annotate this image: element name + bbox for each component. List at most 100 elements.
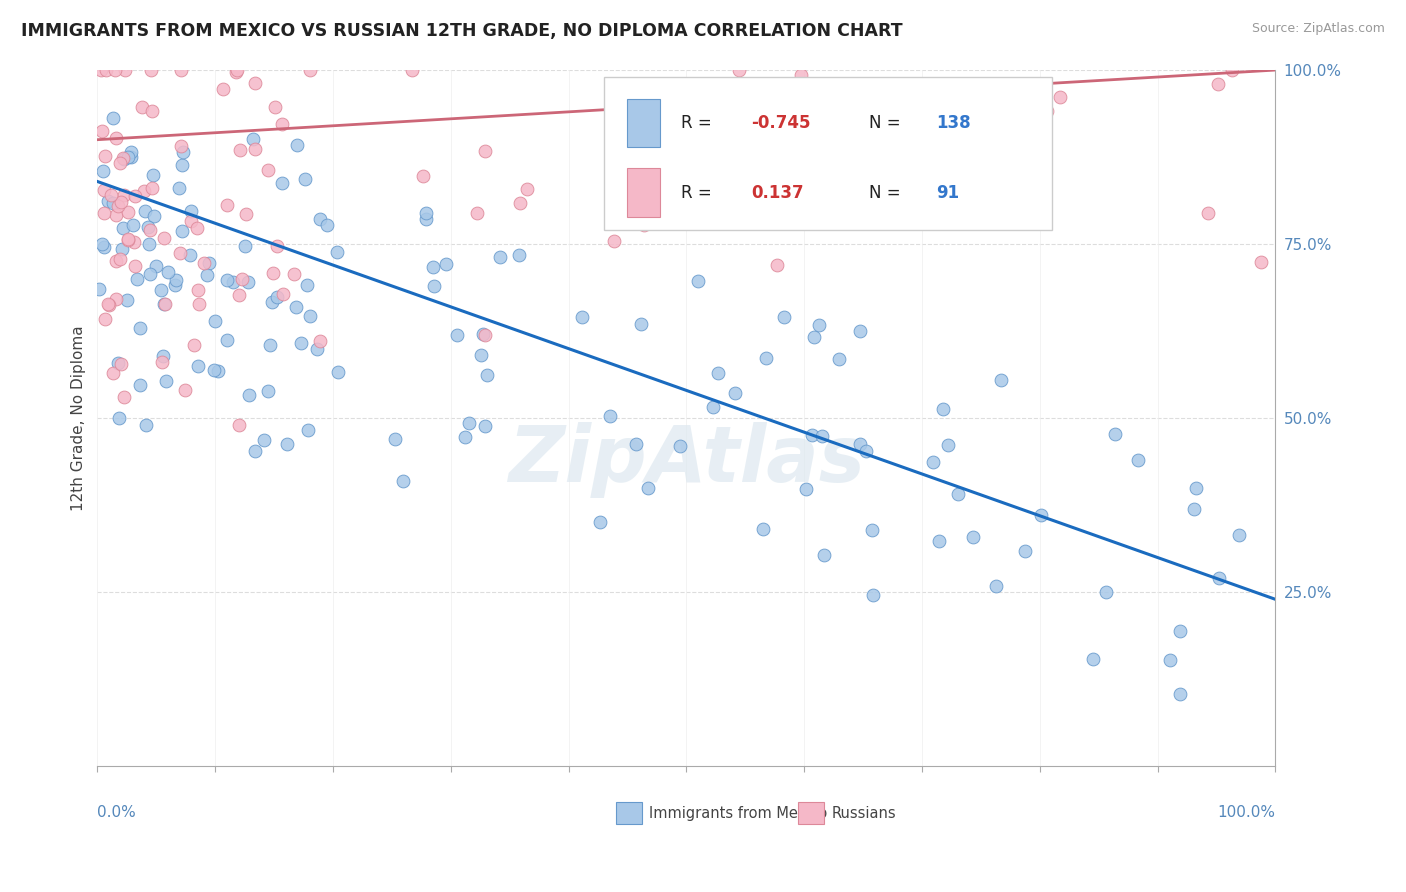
Point [114, 63, 136, 78]
Point [117, 150, 139, 164]
Point [1208, 571, 1230, 585]
Text: 138: 138 [936, 114, 970, 132]
Point [235, 239, 257, 253]
Point [1197, 206, 1219, 220]
Point [93, 149, 115, 163]
Point [117, 232, 139, 246]
Point [112, 221, 135, 235]
Point [1095, 585, 1118, 599]
Text: Russians: Russians [831, 805, 896, 821]
Point [225, 65, 247, 79]
Point [636, 190, 658, 204]
Point [453, 429, 475, 443]
Point [316, 218, 339, 232]
Point [117, 234, 139, 248]
Point [773, 310, 796, 325]
Point [257, 384, 280, 398]
Point [228, 288, 250, 302]
Point [1128, 453, 1150, 467]
Point [1220, 63, 1243, 78]
Point [766, 258, 789, 272]
Point [260, 295, 283, 310]
Point [242, 132, 264, 146]
Point [187, 359, 209, 373]
Point [226, 63, 249, 78]
Point [702, 401, 724, 415]
Point [928, 533, 950, 548]
Point [145, 259, 167, 273]
Point [794, 482, 817, 496]
Point [307, 342, 329, 356]
Point [299, 309, 322, 323]
Point [152, 349, 174, 363]
Point [141, 103, 163, 118]
Point [173, 383, 195, 397]
Point [231, 272, 253, 286]
Point [170, 224, 193, 238]
Point [172, 158, 194, 172]
Point [180, 204, 202, 219]
Point [169, 246, 191, 260]
Point [238, 388, 260, 402]
Point [800, 428, 823, 442]
Point [270, 176, 292, 190]
Point [105, 131, 128, 145]
Point [131, 100, 153, 114]
Point [1250, 254, 1272, 268]
Point [134, 184, 156, 198]
Point [401, 63, 423, 78]
Point [633, 219, 655, 233]
Point [990, 373, 1012, 387]
Point [179, 214, 201, 228]
Point [516, 182, 538, 196]
Point [222, 275, 245, 289]
Point [187, 284, 209, 298]
Text: N =: N = [869, 114, 905, 132]
Point [238, 275, 260, 289]
Point [259, 337, 281, 351]
Point [124, 188, 146, 202]
Point [465, 206, 488, 220]
Point [105, 292, 128, 306]
Point [855, 443, 877, 458]
Point [266, 290, 288, 304]
Point [752, 522, 775, 536]
Point [270, 116, 292, 130]
Point [141, 181, 163, 195]
Text: N =: N = [869, 184, 905, 202]
Point [215, 198, 238, 212]
Point [599, 409, 621, 423]
Point [295, 278, 318, 293]
Point [217, 273, 239, 287]
Point [195, 268, 218, 282]
Point [284, 301, 307, 315]
Text: R =: R = [681, 114, 717, 132]
Point [135, 417, 157, 432]
Point [287, 137, 309, 152]
Point [104, 208, 127, 222]
Point [212, 82, 235, 96]
Point [723, 386, 745, 401]
Point [848, 436, 870, 450]
Point [630, 318, 652, 332]
Point [1208, 78, 1230, 92]
Point [309, 334, 332, 348]
Point [142, 209, 165, 223]
Point [107, 356, 129, 370]
Point [415, 206, 437, 220]
Point [422, 279, 444, 293]
Point [669, 439, 692, 453]
Point [112, 390, 135, 404]
Point [1182, 502, 1205, 516]
Point [962, 530, 984, 544]
Text: Immigrants from Mexico: Immigrants from Mexico [648, 805, 827, 821]
Point [150, 283, 173, 297]
Point [94, 63, 117, 78]
Point [328, 365, 350, 379]
Point [755, 351, 778, 365]
Point [91, 124, 114, 138]
Point [290, 335, 312, 350]
Point [860, 524, 883, 538]
Point [111, 151, 134, 165]
Point [309, 211, 332, 226]
